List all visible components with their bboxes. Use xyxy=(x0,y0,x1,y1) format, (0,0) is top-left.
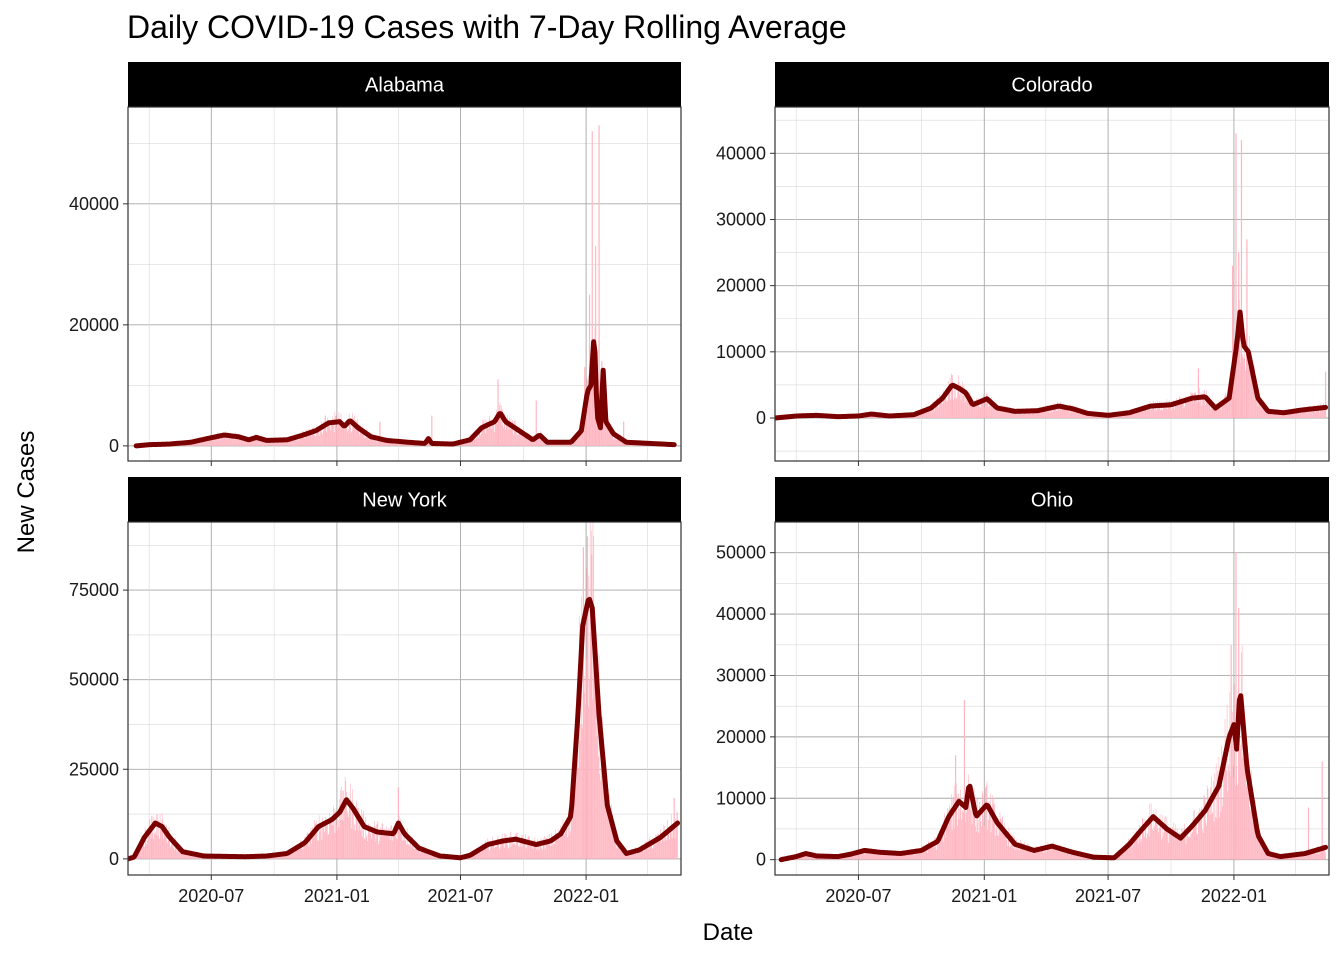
panel-new-york: New York 0 25000 50000 75000 2020-07 2021-01 20… xyxy=(69,477,682,906)
panel-border xyxy=(127,521,682,876)
data-layer xyxy=(775,133,1329,421)
strip-header xyxy=(775,62,1329,107)
y-tick-label: 30000 xyxy=(716,665,766,685)
rolling-average-line xyxy=(778,693,1329,863)
y-tick-label: 50000 xyxy=(69,670,119,690)
daily-bars xyxy=(128,522,678,859)
x-tick-label: 2020-07 xyxy=(825,886,891,906)
grid-lines xyxy=(775,107,1329,461)
data-layer xyxy=(128,522,681,862)
data-layer xyxy=(778,552,1329,863)
x-tick-label: 2022-01 xyxy=(553,886,619,906)
y-tick-label: 10000 xyxy=(716,342,766,362)
y-tick-label: 0 xyxy=(109,849,119,869)
x-tick-label: 2020-07 xyxy=(178,886,244,906)
y-tick-label: 20000 xyxy=(716,276,766,296)
y-axis-title: New Cases xyxy=(13,431,40,554)
strip-header xyxy=(128,477,681,522)
y-tick-label: 0 xyxy=(756,408,766,428)
panel-colorado: Colorado 0 10000 20000 30000 40000 xyxy=(716,62,1330,466)
x-tick-label: 2021-07 xyxy=(1075,886,1141,906)
facet-panels: Alabama 0 20000 40000 Colorado 0 10000 20000 300… xyxy=(69,62,1330,906)
y-tick-label: 40000 xyxy=(716,604,766,624)
rolling-average-line xyxy=(133,339,677,449)
y-tick-label: 0 xyxy=(109,436,119,456)
panel-ohio: Ohio 0 10000 20000 30000 40000 50000 2020-07 202… xyxy=(716,477,1330,906)
strip-header xyxy=(775,477,1329,522)
y-tick-label: 50000 xyxy=(716,543,766,563)
y-tick-label: 40000 xyxy=(69,194,119,214)
strip-label: Colorado xyxy=(1011,75,1092,97)
y-tick-label: 10000 xyxy=(716,788,766,808)
y-tick-label: 0 xyxy=(756,850,766,870)
strip-label: Alabama xyxy=(365,75,445,97)
panel-border xyxy=(774,521,1330,876)
x-tick-label: 2021-01 xyxy=(304,886,370,906)
y-tick-label: 25000 xyxy=(69,759,119,779)
y-tick-label: 30000 xyxy=(716,209,766,229)
y-tick-label: 75000 xyxy=(69,580,119,600)
x-tick-label: 2021-07 xyxy=(427,886,493,906)
x-tick-label: 2022-01 xyxy=(1201,886,1267,906)
rolling-average-line xyxy=(775,309,1329,421)
strip-label: New York xyxy=(362,490,447,512)
strip-header xyxy=(128,62,681,107)
y-tick-label: 20000 xyxy=(69,315,119,335)
data-layer xyxy=(133,125,677,449)
grid-lines xyxy=(128,107,681,461)
panel-border xyxy=(127,106,682,462)
y-tick-label: 40000 xyxy=(716,143,766,163)
strip-label: Ohio xyxy=(1031,490,1073,512)
x-axis-title: Date xyxy=(703,919,754,946)
chart-title: Daily COVID-19 Cases with 7-Day Rolling … xyxy=(127,9,847,45)
y-tick-label: 20000 xyxy=(716,727,766,747)
panel-alabama: Alabama 0 20000 40000 xyxy=(69,62,682,466)
panel-border xyxy=(774,106,1330,462)
x-tick-label: 2021-01 xyxy=(951,886,1017,906)
rolling-average-line xyxy=(128,596,681,862)
